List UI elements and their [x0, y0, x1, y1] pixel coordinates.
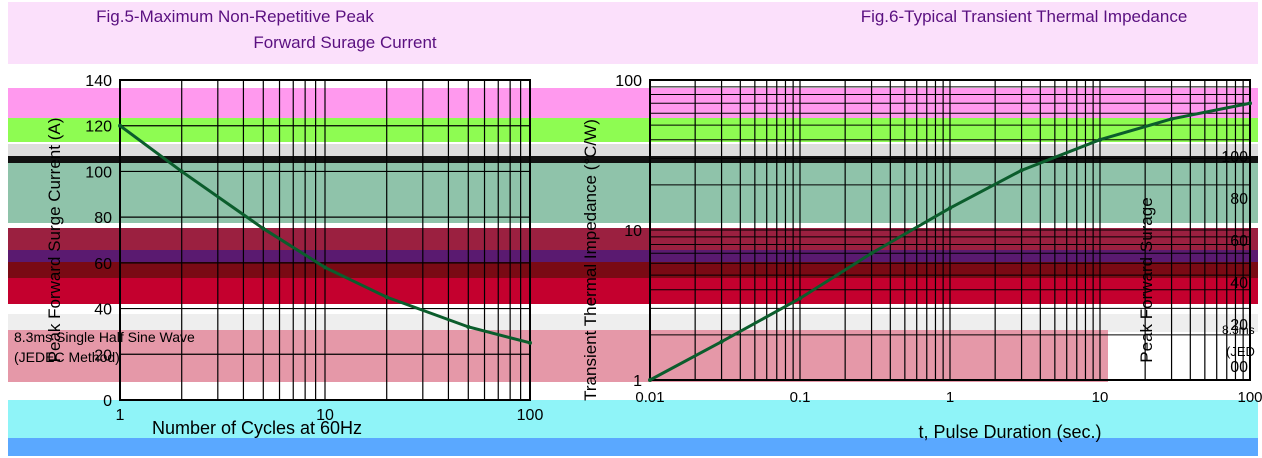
- band-upper-pink: [8, 88, 1258, 122]
- chart1-data-point: [384, 295, 389, 300]
- chart1-data-points: [118, 123, 532, 345]
- chart2-data-point: [1169, 116, 1174, 121]
- chart1-x-tick-labels: 1 10 100: [116, 407, 544, 424]
- chart2-data-point: [798, 296, 802, 301]
- chart1-y-tick-label: 40: [94, 302, 112, 319]
- chart2-y-axis-label: Transient Thermal Impedance (°C/W): [581, 119, 600, 401]
- chart1-y-tick-label: 80: [94, 210, 112, 227]
- chart3-y-tick-label: 00: [1230, 359, 1248, 376]
- chart3-annotation-line1: 8.3ms: [1222, 323, 1255, 337]
- chart3-y-tick-labels: 100 80 60 40 20 00: [1221, 149, 1248, 376]
- chart1-gridlines: [120, 80, 530, 400]
- band-blue: [8, 438, 1258, 456]
- band-green: [8, 118, 1258, 142]
- chart1-y-tick-label: 0: [103, 393, 112, 410]
- chart2-y-tick-label: 1: [633, 373, 642, 390]
- chart1-data-point: [323, 265, 327, 270]
- chart1-y-tick-label: 120: [85, 119, 112, 136]
- chart1-x-tick-label: 1: [116, 407, 125, 424]
- band-red: [8, 278, 1258, 304]
- chart3-y-axis-label: Peak Forward Surage: [1137, 197, 1156, 362]
- chart2-y-tick-label: 10: [624, 223, 642, 240]
- chart2-x-tick-label: 0.1: [790, 389, 811, 406]
- chart1-title-line1: Fig.5-Maximum Non-Repetitive Peak: [96, 7, 374, 26]
- chart1-x-tick-label: 100: [517, 407, 544, 424]
- chart1-data-point: [261, 226, 266, 231]
- chart2-gridlines: [650, 80, 1250, 380]
- chart1-annotation-line2: (JEDEC Method): [14, 349, 120, 365]
- chart1-y-tick-label: 100: [85, 164, 112, 181]
- chart1-data-point: [179, 169, 184, 174]
- chart1-y-tick-labels: 140 120 100 80 60 40 20 0: [85, 73, 112, 410]
- chart2-data-point: [1098, 137, 1102, 142]
- chart3-annotation-line2: (JED: [1226, 344, 1255, 359]
- chart1-annotation-line1: 8.3ms Single Half Sine Wave: [14, 329, 195, 345]
- chart2-x-tick-label: 0.01: [635, 389, 664, 406]
- chart2-data-point: [948, 206, 952, 211]
- chart3-y-tick-label: 80: [1230, 191, 1248, 208]
- chart3-y-tick-label: 40: [1230, 275, 1248, 292]
- chart1-x-tick-label: 10: [316, 407, 334, 424]
- chart1-title-line2: Forward Surage Current: [253, 33, 437, 52]
- chart2-data-point: [719, 339, 724, 344]
- band-title-pink: [8, 2, 1258, 64]
- chart1-x-axis-label: Number of Cycles at 60Hz: [152, 418, 362, 438]
- chart1-data-point: [528, 340, 532, 345]
- chart2-x-tick-label: 100: [1237, 389, 1262, 406]
- chart2-y-tick-labels: 100 10 1: [615, 73, 642, 390]
- chart2-x-tick-label: 1: [946, 389, 954, 406]
- chart2-data-point: [869, 251, 874, 256]
- chart2-data-point: [1248, 101, 1252, 106]
- chart2-x-axis-label: t, Pulse Duration (sec.): [918, 422, 1101, 442]
- chart1-y-tick-label: 140: [85, 73, 112, 90]
- chart2-x-tick-labels: 0.01 0.1 1 10 100: [635, 389, 1262, 406]
- chart2-y-tick-label: 100: [615, 73, 642, 90]
- band-rose: [8, 330, 1108, 382]
- chart2-data-point: [648, 378, 652, 382]
- chart1-data-point: [118, 123, 122, 128]
- band-cyan: [8, 400, 1258, 440]
- chart-thermal-impedance: Fig.6-Typical Transient Thermal Impedanc…: [581, 7, 1262, 442]
- chart-surge-current: Fig.5-Maximum Non-Repetitive Peak Forwar…: [14, 7, 543, 438]
- chart2-title: Fig.6-Typical Transient Thermal Impedanc…: [861, 7, 1188, 26]
- band-black: [8, 156, 1258, 164]
- chart2-data-point: [1019, 168, 1024, 173]
- chart1-y-tick-label: 20: [94, 347, 112, 364]
- chart1-y-axis-label: Peak Forward Surge Current (A): [45, 118, 64, 363]
- band-grey: [8, 144, 1258, 158]
- chart2-data-points: [648, 101, 1252, 382]
- chart1-y-tick-label: 60: [94, 256, 112, 273]
- chart1-data-point: [466, 324, 471, 329]
- chart3-y-tick-label: 100: [1221, 149, 1248, 166]
- chart3-y-tick-label: 20: [1230, 317, 1248, 334]
- chart3-y-tick-label: 60: [1230, 233, 1248, 250]
- band-light-grey: [8, 314, 1258, 332]
- chart2-x-tick-label: 10: [1092, 389, 1109, 406]
- band-teal: [8, 163, 1258, 223]
